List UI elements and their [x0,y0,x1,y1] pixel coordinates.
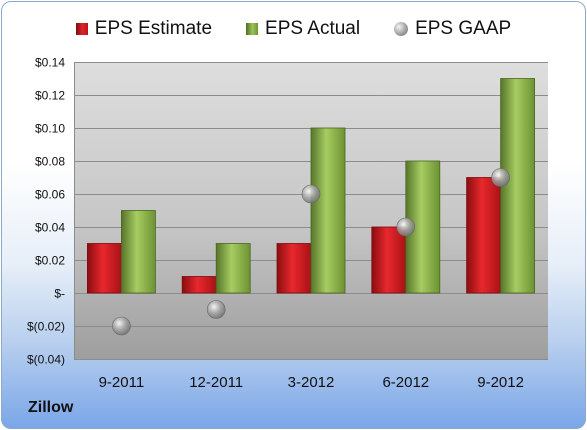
y-tick-label: $- [54,287,65,301]
marker-eps-gaap [206,300,226,319]
y-tick-label: $(0.04) [27,353,65,367]
marker-eps-gaap [396,217,416,237]
bar-eps-actual [215,243,251,294]
x-tick-label: 9-2011 [99,374,145,391]
marker-eps-gaap [491,168,510,187]
bar-eps-actual [121,210,156,294]
company-name: Zillow [28,399,74,416]
bar-eps-estimate [276,243,312,294]
x-tick-label: 3-2012 [288,374,335,391]
legend-swatch-estimate [75,23,88,35]
chart-legend: EPS Estimate EPS Actual EPS GAAP [0,16,587,42]
legend-label-actual: EPS Actual [265,18,361,39]
x-tick-label: 9-2012 [477,374,524,391]
y-tick-label: $(0.02) [27,320,65,334]
bar-eps-actual [500,78,536,294]
legend-label-gaap: EPS GAAP [415,18,512,39]
y-tick-label: $0.02 [35,254,65,268]
bar-eps-actual [310,127,346,294]
y-tick-label: $0.06 [35,188,65,202]
legend-item-estimate: EPS Estimate [75,18,213,40]
y-tick-label: $0.04 [35,221,65,235]
marker-eps-gaap [112,316,131,336]
legend-swatch-actual [246,23,259,35]
legend-item-actual: EPS Actual [246,18,360,40]
bar-eps-estimate [87,243,122,294]
bar-eps-estimate [371,226,407,294]
y-tick-label: $0.12 [35,89,65,103]
bar-eps-estimate [181,276,217,294]
y-tick-label: $0.14 [35,56,65,70]
y-tick-label: $0.08 [35,155,65,169]
marker-eps-gaap [301,184,321,204]
bar-eps-estimate [466,177,502,294]
x-tick-label: 6-2012 [382,374,429,391]
x-tick-label: 12-2011 [189,374,243,391]
legend-label-estimate: EPS Estimate [94,18,213,39]
y-tick-label: $0.10 [35,122,65,136]
legend-item-gaap: EPS GAAP [394,18,511,40]
legend-swatch-gaap [394,22,409,36]
